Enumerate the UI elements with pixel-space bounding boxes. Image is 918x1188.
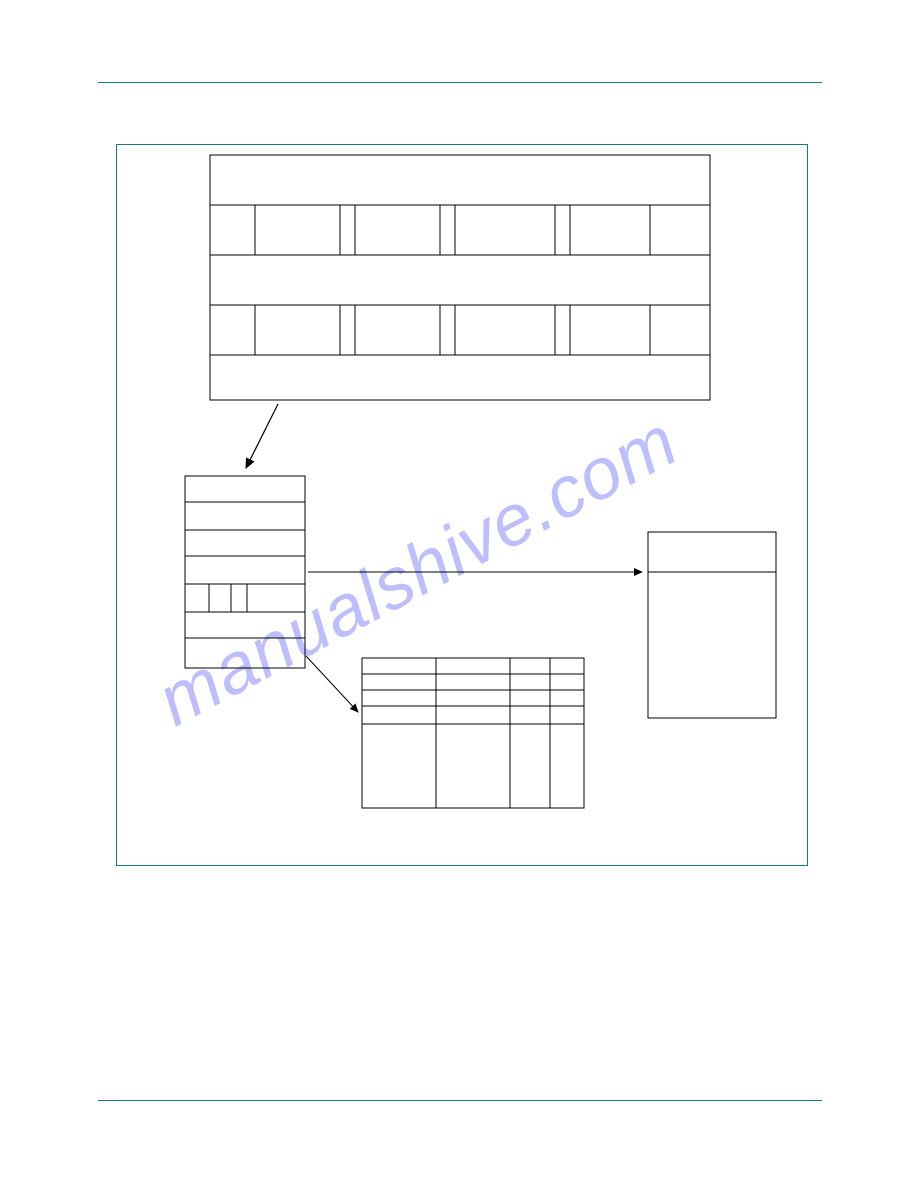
diagram-svg: [0, 0, 918, 1188]
arrow-left-to-bottom: [306, 656, 358, 712]
top-box: [210, 155, 710, 400]
right-box: [648, 532, 776, 718]
arrow-top-to-left: [246, 404, 278, 468]
left-box: [185, 476, 305, 668]
bottom-box: [362, 658, 584, 808]
